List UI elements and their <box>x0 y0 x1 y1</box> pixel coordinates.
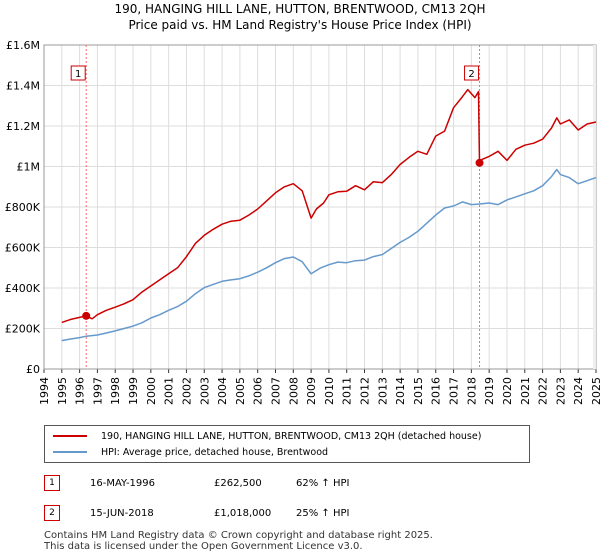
legend-label-property: 190, HANGING HILL LANE, HUTTON, BRENTWOO… <box>101 430 482 442</box>
x-tick-label: 2018 <box>465 377 478 405</box>
transaction-hpi-change: 25% ↑ HPI <box>296 508 350 519</box>
x-tick-label: 1994 <box>38 377 51 405</box>
footer-line-1: Contains HM Land Registry data © Crown c… <box>44 530 433 541</box>
footer-attribution: Contains HM Land Registry data © Crown c… <box>44 530 433 552</box>
y-tick-label: £1.6M <box>6 39 40 52</box>
y-tick-label: £1.4M <box>6 80 40 93</box>
x-tick-label: 2024 <box>572 377 585 405</box>
transaction-badge: 1 <box>44 475 60 491</box>
y-tick-label: £400K <box>5 282 41 295</box>
x-tick-label: 2002 <box>180 377 193 405</box>
transaction-hpi-change: 62% ↑ HPI <box>296 478 350 489</box>
x-tick-label: 2004 <box>216 377 229 405</box>
legend-swatch-property <box>53 435 87 437</box>
x-tick-label: 2000 <box>145 377 158 405</box>
legend-label-hpi: HPI: Average price, detached house, Bren… <box>101 446 329 458</box>
x-tick-label: 2021 <box>519 377 532 405</box>
transaction-price: £1,018,000 <box>214 508 272 519</box>
sale-marker-badge <box>70 65 86 81</box>
x-tick-label: 2010 <box>323 377 336 405</box>
legend-item-hpi: HPI: Average price, detached house, Bren… <box>53 444 328 460</box>
x-tick-label: 2020 <box>501 377 514 405</box>
x-tick-label: 2019 <box>483 377 496 405</box>
y-tick-label: £800K <box>5 201 41 214</box>
projection-region <box>593 45 596 369</box>
price-chart: £0 £200K £400K £600K £800K £1M £1.2M £1.4M £1.6M… <box>5 39 600 405</box>
x-tick-label: 1999 <box>127 377 140 405</box>
y-tick-label: £200K <box>5 323 41 336</box>
sale-marker-label: 2 <box>468 69 474 80</box>
transaction-badge: 2 <box>44 505 60 521</box>
y-tick-label: £1.2M <box>6 120 40 133</box>
x-tick-label: 2005 <box>234 377 247 405</box>
x-tick-label: 1998 <box>109 377 122 405</box>
x-tick-label: 2011 <box>341 377 354 405</box>
x-tick-label: 2014 <box>394 377 407 405</box>
x-tick-label: 2006 <box>252 377 265 405</box>
transaction-date: 16-MAY-1996 <box>90 478 156 489</box>
legend-swatch-hpi <box>53 451 87 453</box>
x-tick-label: 2003 <box>198 377 211 405</box>
x-tick-label: 1997 <box>91 377 104 405</box>
x-tick-label: 2001 <box>163 377 176 405</box>
x-tick-label: 2015 <box>412 377 425 405</box>
x-tick-label: 2013 <box>376 377 389 405</box>
x-tick-label: 2008 <box>287 377 300 405</box>
chart-legend: 190, HANGING HILL LANE, HUTTON, BRENTWOO… <box>44 425 530 463</box>
y-tick-label: £0 <box>26 363 40 376</box>
x-tick-label: 2022 <box>537 377 550 405</box>
x-tick-label: 2017 <box>448 377 461 405</box>
y-tick-label: £600K <box>5 242 41 255</box>
x-tick-label: 2025 <box>590 377 600 405</box>
x-tick-label: 1995 <box>56 377 69 405</box>
x-tick-label: 2009 <box>305 377 318 405</box>
footer-line-2: This data is licensed under the Open Gov… <box>44 541 363 552</box>
x-tick-label: 2016 <box>430 377 443 405</box>
x-tick-label: 2007 <box>269 377 282 405</box>
sale-marker-badge <box>464 65 480 81</box>
chart-title-line-2: Price paid vs. HM Land Registry's House … <box>128 18 472 32</box>
sale-marker-label: 1 <box>75 69 81 80</box>
transaction-price: £262,500 <box>214 478 262 489</box>
legend-item-property: 190, HANGING HILL LANE, HUTTON, BRENTWOO… <box>53 428 481 444</box>
sale-point <box>82 311 91 320</box>
x-tick-label: 2012 <box>359 377 372 405</box>
hpi-line <box>61 168 597 342</box>
y-tick-label: £1M <box>17 161 41 174</box>
property-price-line <box>61 88 597 324</box>
transaction-date: 15-JUN-2018 <box>90 508 154 519</box>
x-tick-label: 2023 <box>554 377 567 405</box>
x-tick-label: 1996 <box>74 377 87 405</box>
chart-title-line-1: 190, HANGING HILL LANE, HUTTON, BRENTWOO… <box>114 2 486 16</box>
sale-point <box>475 158 484 167</box>
